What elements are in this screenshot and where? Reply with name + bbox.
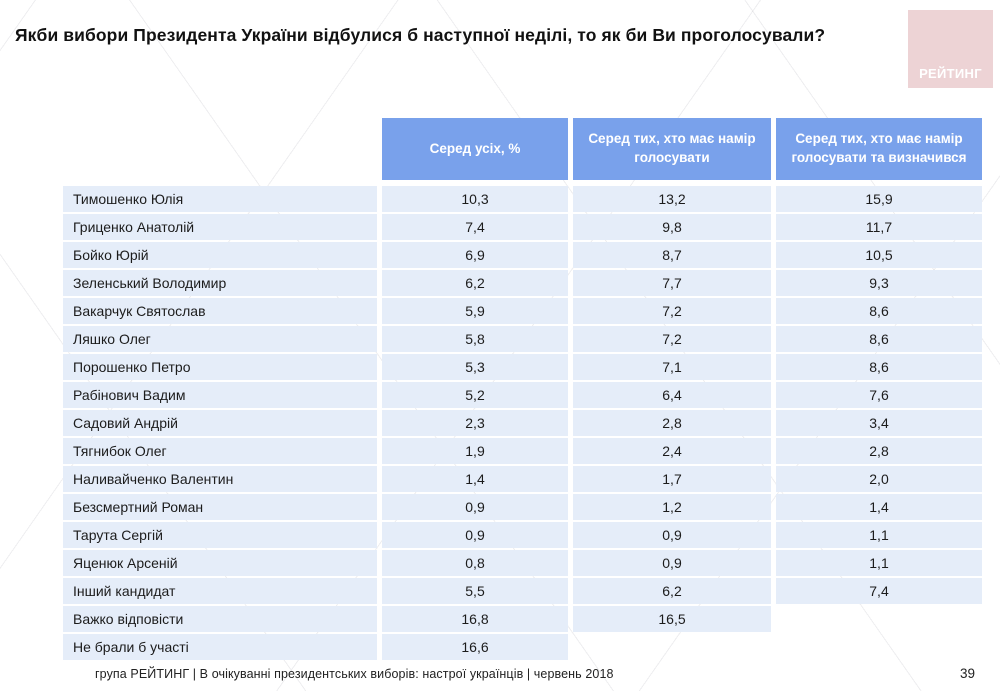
value-cell-decided: 8,6	[776, 354, 982, 380]
value-cell-intend: 7,2	[573, 298, 771, 324]
value-cell-all: 5,5	[382, 578, 568, 604]
table-row: Тарута Сергій 0,9 0,9 1,1	[63, 522, 982, 548]
value-cell-intend: 6,4	[573, 382, 771, 408]
value-cell-intend: 6,2	[573, 578, 771, 604]
candidate-name-cell: Не брали б участі	[63, 634, 377, 660]
candidate-name-cell: Наливайченко Валентин	[63, 466, 377, 492]
value-cell-intend	[573, 634, 771, 660]
candidate-name-cell: Зеленський Володимир	[63, 270, 377, 296]
header-intend-and-decided: Серед тих, хто має намір голосувати та в…	[776, 118, 982, 180]
value-cell-intend: 9,8	[573, 214, 771, 240]
value-cell-all: 7,4	[382, 214, 568, 240]
value-cell-decided: 7,6	[776, 382, 982, 408]
value-cell-decided: 8,6	[776, 298, 982, 324]
header-empty-cell	[63, 118, 377, 180]
table-row: Ляшко Олег 5,8 7,2 8,6	[63, 326, 982, 352]
table-row: Наливайченко Валентин 1,4 1,7 2,0	[63, 466, 982, 492]
value-cell-intend: 7,7	[573, 270, 771, 296]
table-row: Порошенко Петро 5,3 7,1 8,6	[63, 354, 982, 380]
candidate-name-cell: Бойко Юрій	[63, 242, 377, 268]
header-intend-to-vote: Серед тих, хто має намір голосувати	[573, 118, 771, 180]
value-cell-decided: 2,0	[776, 466, 982, 492]
value-cell-intend: 0,9	[573, 522, 771, 548]
value-cell-all: 5,2	[382, 382, 568, 408]
value-cell-decided: 10,5	[776, 242, 982, 268]
page-title: Якби вибори Президента України відбулися…	[15, 25, 826, 45]
value-cell-intend: 0,9	[573, 550, 771, 576]
value-cell-intend: 13,2	[573, 186, 771, 212]
value-cell-intend: 2,8	[573, 410, 771, 436]
value-cell-all: 1,4	[382, 466, 568, 492]
value-cell-all: 5,8	[382, 326, 568, 352]
value-cell-intend: 2,4	[573, 438, 771, 464]
header-among-all: Серед усіх, %	[382, 118, 568, 180]
value-cell-all: 16,8	[382, 606, 568, 632]
table-row: Інший кандидат 5,5 6,2 7,4	[63, 578, 982, 604]
value-cell-intend: 1,7	[573, 466, 771, 492]
value-cell-decided: 11,7	[776, 214, 982, 240]
value-cell-decided: 2,8	[776, 438, 982, 464]
footer-source: група РЕЙТИНГ | В очікуванні президентсь…	[95, 667, 614, 681]
table-row: Яценюк Арсеній 0,8 0,9 1,1	[63, 550, 982, 576]
table-row: Тягнибок Олег 1,9 2,4 2,8	[63, 438, 982, 464]
table-row: Безсмертний Роман 0,9 1,2 1,4	[63, 494, 982, 520]
rating-group-logo: РЕЙТИНГ	[908, 10, 993, 88]
candidate-name-cell: Безсмертний Роман	[63, 494, 377, 520]
value-cell-all: 2,3	[382, 410, 568, 436]
table-body: Тимошенко Юлія 10,3 13,2 15,9 Гриценко Анато…	[63, 186, 982, 660]
table-row: Рабінович Вадим 5,2 6,4 7,6	[63, 382, 982, 408]
value-cell-all: 5,3	[382, 354, 568, 380]
value-cell-intend: 8,7	[573, 242, 771, 268]
table-row: Вакарчук Святослав 5,9 7,2 8,6	[63, 298, 982, 324]
value-cell-intend: 7,2	[573, 326, 771, 352]
candidate-name-cell: Садовий Андрій	[63, 410, 377, 436]
value-cell-all: 5,9	[382, 298, 568, 324]
candidate-name-cell: Тягнибок Олег	[63, 438, 377, 464]
candidate-name-cell: Вакарчук Святослав	[63, 298, 377, 324]
candidate-name-cell: Порошенко Петро	[63, 354, 377, 380]
value-cell-intend: 1,2	[573, 494, 771, 520]
poll-results-table: Серед усіх, % Серед тих, хто має намір г…	[63, 118, 982, 662]
rating-logo-text: РЕЙТИНГ	[919, 66, 982, 81]
value-cell-decided: 7,4	[776, 578, 982, 604]
table-row: Важко відповісти 16,8 16,5	[63, 606, 982, 632]
candidate-name-cell: Рабінович Вадим	[63, 382, 377, 408]
value-cell-decided: 1,4	[776, 494, 982, 520]
value-cell-all: 6,2	[382, 270, 568, 296]
value-cell-decided: 1,1	[776, 550, 982, 576]
page-number: 39	[959, 666, 975, 681]
value-cell-intend: 7,1	[573, 354, 771, 380]
value-cell-decided: 8,6	[776, 326, 982, 352]
table-row: Бойко Юрій 6,9 8,7 10,5	[63, 242, 982, 268]
value-cell-decided: 9,3	[776, 270, 982, 296]
value-cell-all: 1,9	[382, 438, 568, 464]
candidate-name-cell: Ляшко Олег	[63, 326, 377, 352]
value-cell-decided: 15,9	[776, 186, 982, 212]
candidate-name-cell: Тарута Сергій	[63, 522, 377, 548]
value-cell-decided: 3,4	[776, 410, 982, 436]
table-row: Садовий Андрій 2,3 2,8 3,4	[63, 410, 982, 436]
candidate-name-cell: Яценюк Арсеній	[63, 550, 377, 576]
table-row: Тимошенко Юлія 10,3 13,2 15,9	[63, 186, 982, 212]
candidate-name-cell: Тимошенко Юлія	[63, 186, 377, 212]
candidate-name-cell: Важко відповісти	[63, 606, 377, 632]
value-cell-intend: 16,5	[573, 606, 771, 632]
candidate-name-cell: Гриценко Анатолій	[63, 214, 377, 240]
value-cell-all: 6,9	[382, 242, 568, 268]
table-row: Зеленський Володимир 6,2 7,7 9,3	[63, 270, 982, 296]
value-cell-all: 10,3	[382, 186, 568, 212]
candidate-name-cell: Інший кандидат	[63, 578, 377, 604]
value-cell-all: 16,6	[382, 634, 568, 660]
value-cell-all: 0,9	[382, 494, 568, 520]
value-cell-decided	[776, 634, 982, 660]
table-row: Гриценко Анатолій 7,4 9,8 11,7	[63, 214, 982, 240]
value-cell-decided	[776, 606, 982, 632]
value-cell-all: 0,9	[382, 522, 568, 548]
table-header-row: Серед усіх, % Серед тих, хто має намір г…	[63, 118, 982, 180]
value-cell-decided: 1,1	[776, 522, 982, 548]
value-cell-all: 0,8	[382, 550, 568, 576]
table-row: Не брали б участі 16,6	[63, 634, 982, 660]
